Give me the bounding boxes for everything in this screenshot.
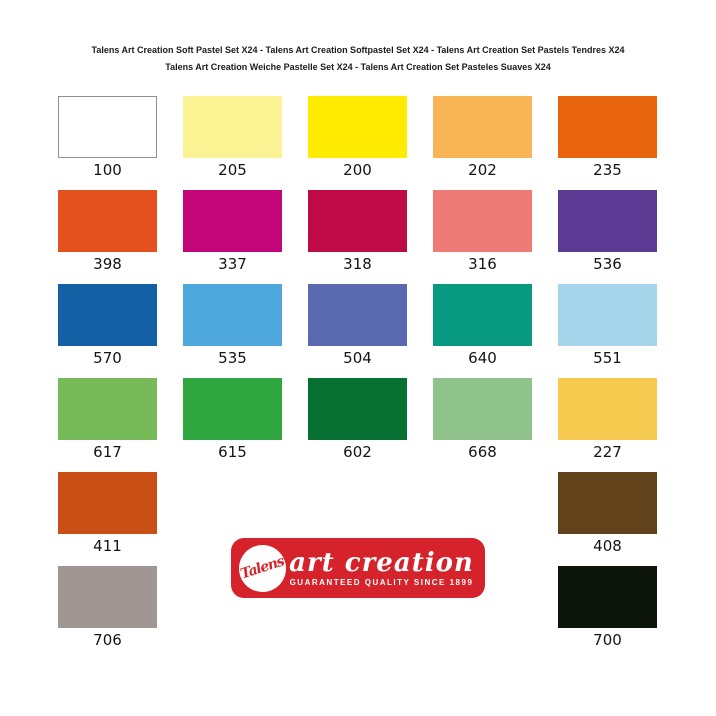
swatch-code-label: 100 [93,161,122,179]
color-swatch [308,96,407,158]
color-swatch [183,96,282,158]
swatch-cell-235: 235 [558,96,657,180]
swatch-code-label: 200 [343,161,372,179]
swatch-code-label: 700 [593,631,622,649]
swatch-cell-615: 615 [183,378,282,462]
swatch-code-label: 602 [343,443,372,461]
swatch-cell-504: 504 [308,284,407,368]
swatch-cell-617: 617 [58,378,157,462]
talens-logo-roundel: Talens [238,544,287,592]
swatch-cell-227: 227 [558,378,657,462]
talens-brand-script: Talens [238,553,287,583]
swatch-code-label: 235 [593,161,622,179]
color-swatch [58,566,157,628]
color-swatch [433,284,532,346]
color-swatch [58,378,157,440]
swatch-cell-200: 200 [308,96,407,180]
color-swatch [183,378,282,440]
swatch-code-label: 535 [218,349,247,367]
swatch-cell-700: 700 [558,566,657,650]
swatch-code-label: 227 [593,443,622,461]
swatch-code-label: 337 [218,255,247,273]
talens-art-creation-logo: Talens art creation GUARANTEED QUALITY S… [231,538,485,598]
swatch-cell-570: 570 [58,284,157,368]
swatch-cell-398: 398 [58,190,157,274]
swatch-cell-411: 411 [58,472,157,556]
swatch-code-label: 536 [593,255,622,273]
swatch-code-label: 615 [218,443,247,461]
swatch-code-label: 706 [93,631,122,649]
swatch-code-label: 570 [93,349,122,367]
swatch-code-label: 411 [93,537,122,555]
color-swatch [308,190,407,252]
color-swatch [58,284,157,346]
color-swatch [58,96,157,158]
swatch-code-label: 205 [218,161,247,179]
swatch-code-label: 408 [593,537,622,555]
color-swatch [558,378,657,440]
swatch-cell-668: 668 [433,378,532,462]
color-swatch [308,378,407,440]
swatch-code-label: 504 [343,349,372,367]
logo-title: art creation [289,547,474,578]
swatch-cell-551: 551 [558,284,657,368]
color-swatch [433,96,532,158]
swatch-code-label: 202 [468,161,497,179]
color-swatch [308,284,407,346]
swatch-cell-602: 602 [308,378,407,462]
swatch-cell-202: 202 [433,96,532,180]
swatch-code-label: 316 [468,255,497,273]
swatch-code-label: 318 [343,255,372,273]
color-swatch [558,190,657,252]
swatch-cell-318: 318 [308,190,407,274]
swatch-code-label: 617 [93,443,122,461]
color-swatch [183,190,282,252]
title-line-1: Talens Art Creation Soft Pastel Set X24 … [91,45,625,55]
swatch-code-label: 398 [93,255,122,273]
swatch-cell-100: 100 [58,96,157,180]
logo-tagline: GUARANTEED QUALITY SINCE 1899 [289,577,474,587]
color-swatch [558,96,657,158]
swatch-cell-640: 640 [433,284,532,368]
swatch-cell-535: 535 [183,284,282,368]
color-swatch [58,472,157,534]
swatch-code-label: 551 [593,349,622,367]
swatch-cell-205: 205 [183,96,282,180]
color-swatch-grid: 100 205 200 202 235 398 337 318 316 536 … [58,96,658,650]
title-line-2: Talens Art Creation Weiche Pastelle Set … [165,62,551,72]
swatch-code-label: 668 [468,443,497,461]
color-swatch [433,378,532,440]
color-swatch [558,566,657,628]
swatch-cell-536: 536 [558,190,657,274]
swatch-code-label: 640 [468,349,497,367]
swatch-cell-337: 337 [183,190,282,274]
color-swatch [58,190,157,252]
color-swatch [558,284,657,346]
swatch-cell-408: 408 [558,472,657,556]
product-title-header: Talens Art Creation Soft Pastel Set X24 … [0,42,716,76]
logo-text-block: art creation GUARANTEED QUALITY SINCE 18… [286,547,485,587]
swatch-cell-706: 706 [58,566,157,650]
color-swatch [183,284,282,346]
color-swatch [433,190,532,252]
swatch-cell-316: 316 [433,190,532,274]
color-swatch [558,472,657,534]
